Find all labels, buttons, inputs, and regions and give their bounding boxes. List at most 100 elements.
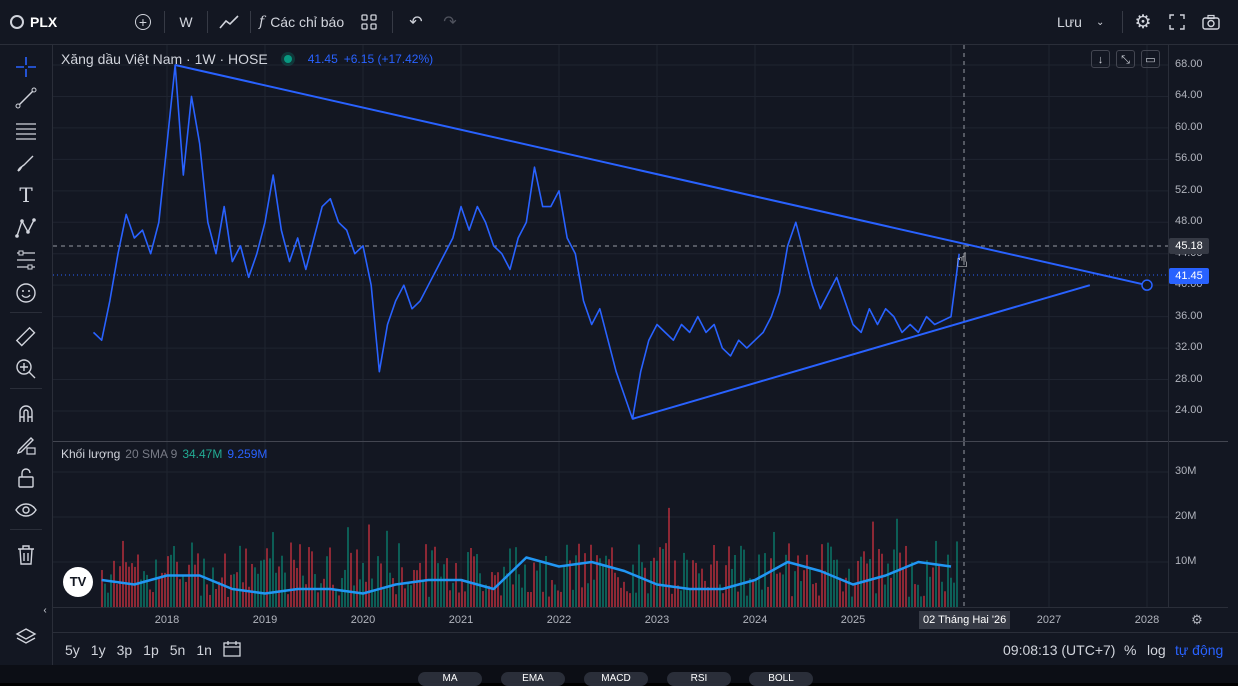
price-pane[interactable]: ☝ Xăng dầu Việt Nam · 1W · HOSE 41.45 +6… [53, 45, 1168, 441]
volume-bar [431, 550, 433, 607]
date-range-button[interactable]: 1y [90, 641, 106, 658]
fib-tool[interactable] [14, 118, 38, 142]
redo-button[interactable]: ↷ [437, 0, 463, 44]
volume-bar [668, 507, 670, 607]
indicator-tab[interactable]: BOLL [749, 672, 813, 686]
indicator-tab[interactable]: MA [418, 672, 482, 686]
volume-bar [416, 570, 418, 607]
price-line[interactable] [92, 64, 960, 420]
date-range-button[interactable]: 5n [169, 641, 186, 658]
crosshair-tool[interactable] [14, 55, 38, 79]
indicator-tab[interactable]: RSI [667, 672, 731, 686]
delete-drawings-tool[interactable] [14, 543, 38, 567]
date-range-button[interactable]: 5y [65, 641, 80, 658]
collapse-pane-button[interactable]: ⤡ [1116, 50, 1135, 68]
pattern-icon [15, 218, 36, 238]
volume-bar [158, 579, 160, 607]
volume-bar [671, 593, 673, 607]
volume-bar [230, 574, 232, 607]
symbol-search[interactable]: PLX [10, 0, 130, 44]
move-down-button[interactable]: ↓ [1091, 50, 1110, 68]
time-axis[interactable]: 2018 2019 2020 2021 2022 2023 2024 2025 2027 2028… [53, 607, 1228, 633]
volume-pane[interactable]: Khối lượng 20 SMA 9 34.47M 9.259M TV [53, 442, 1168, 607]
volume-bar [197, 553, 199, 607]
fullscreen-button[interactable] [1166, 0, 1188, 44]
save-button[interactable]: Lưu ⌄ [1057, 0, 1117, 44]
auto-scale-toggle[interactable]: tự động [1175, 642, 1224, 658]
trendline[interactable] [174, 64, 1148, 287]
volume-bar [956, 541, 958, 607]
lock-tool[interactable] [14, 466, 38, 490]
price-tick-label: 60.00 [1175, 120, 1203, 133]
zoom-tool[interactable] [14, 357, 38, 381]
volume-bar [821, 544, 823, 607]
chart-type-button[interactable] [216, 0, 242, 44]
price-chart[interactable]: ☝ [53, 45, 1168, 441]
volume-bar [167, 556, 169, 607]
volume-bar [443, 564, 445, 607]
time-tick-label: 2021 [448, 614, 474, 626]
volume-bar [470, 548, 472, 607]
collapse-toolbar-button[interactable]: ‹ [40, 598, 50, 622]
volume-bar [887, 563, 889, 607]
trendline[interactable] [632, 284, 1091, 420]
tradingview-logo[interactable]: TV [63, 567, 93, 597]
volume-bar [791, 596, 793, 607]
volume-bar [509, 548, 511, 607]
percent-toggle[interactable]: % [1124, 642, 1137, 658]
hide-drawings-tool[interactable] [14, 498, 38, 522]
volume-chart[interactable] [53, 442, 1168, 607]
ruler-tool[interactable] [14, 325, 38, 349]
chart-area[interactable]: ☝ Xăng dầu Việt Nam · 1W · HOSE 41.45 +6… [53, 45, 1238, 632]
clock[interactable]: 09:08:13 (UTC+7) [1003, 642, 1116, 658]
go-to-date-button[interactable] [223, 641, 241, 657]
volume-sma-line[interactable] [101, 556, 952, 595]
indicators-button[interactable]: f Các chỉ báo [259, 0, 354, 44]
volume-bar [680, 590, 682, 607]
date-range-button[interactable]: 1n [196, 641, 212, 658]
volume-bar [608, 559, 610, 607]
price-axis[interactable]: 68.0064.0060.0056.0052.0048.0044.0040.00… [1168, 45, 1229, 607]
axis-settings-button[interactable]: ⚙ [1189, 612, 1205, 628]
trendline-tool[interactable] [14, 86, 38, 110]
text-tool[interactable]: T [14, 183, 38, 207]
volume-bar [809, 567, 811, 607]
volume-bar [779, 572, 781, 607]
undo-button[interactable]: ↶ [403, 0, 429, 44]
volume-bar [521, 587, 523, 607]
volume-bar [695, 562, 697, 607]
trendline-handle[interactable] [1141, 279, 1153, 291]
divider [207, 11, 208, 33]
volume-bar [629, 593, 631, 607]
pane-separator[interactable] [53, 441, 1228, 442]
maximize-pane-button[interactable]: ▭ [1141, 50, 1160, 68]
trash-icon [18, 545, 34, 565]
screenshot-button[interactable] [1200, 0, 1222, 44]
pattern-tool[interactable] [14, 216, 38, 240]
log-toggle[interactable]: log [1147, 642, 1166, 658]
object-tree-button[interactable] [14, 625, 38, 649]
volume-bar [662, 548, 664, 607]
emoji-tool[interactable] [14, 281, 38, 305]
indicator-tab[interactable]: MACD [584, 672, 648, 686]
brush-tool[interactable] [14, 151, 38, 175]
volume-bar [551, 580, 553, 607]
volume-params: 20 SMA 9 [125, 447, 178, 461]
ranges-icon [17, 250, 35, 270]
magnet-tool[interactable] [14, 401, 38, 425]
volume-bar [116, 584, 118, 607]
interval-button[interactable]: W [173, 0, 199, 44]
date-range-button[interactable]: 3p [116, 641, 133, 658]
templates-button[interactable] [356, 0, 382, 44]
volume-bar [587, 583, 589, 607]
settings-button[interactable]: ⚙ [1132, 0, 1154, 44]
measure-ranges-tool[interactable] [14, 248, 38, 272]
drawing-mode-tool[interactable] [14, 433, 38, 457]
volume-bar [911, 562, 913, 607]
symbol-label: PLX [30, 14, 58, 30]
indicator-tab[interactable]: EMA [501, 672, 565, 686]
date-range-button[interactable]: 1p [143, 641, 159, 658]
volume-bar [374, 590, 376, 607]
volume-bar [596, 555, 598, 607]
compare-button[interactable]: + [130, 0, 156, 44]
